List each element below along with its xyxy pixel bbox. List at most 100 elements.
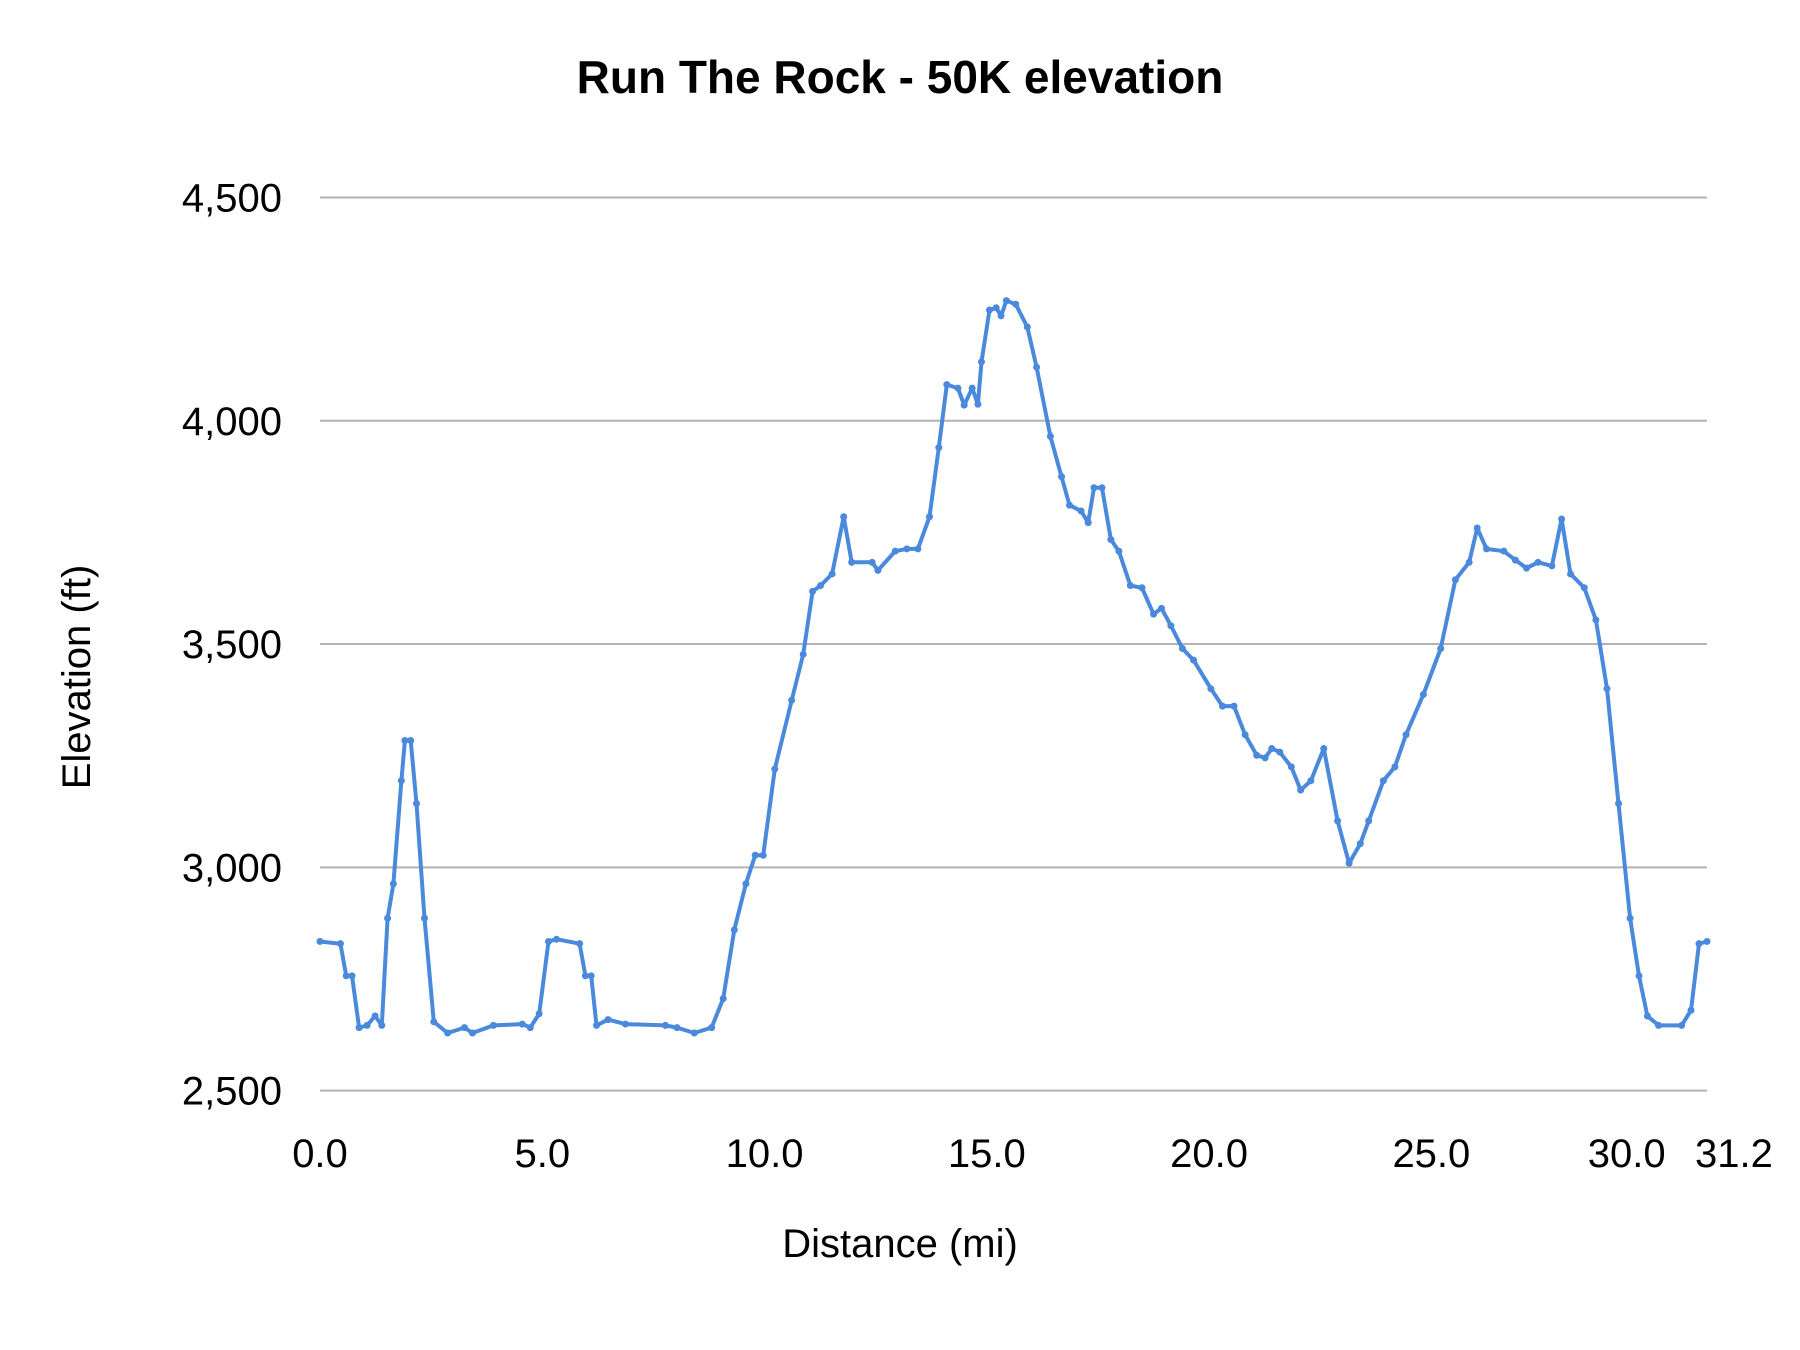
data-point [997,312,1005,320]
data-point [389,880,397,888]
data-point [1138,584,1146,592]
y-tick-label: 4,000 [182,400,282,444]
x-tick-label: 31.2 [1695,1132,1773,1176]
data-point [587,972,595,980]
data-point [1253,751,1261,759]
data-point [1483,545,1491,553]
data-point [1084,519,1092,527]
data-point [1655,1021,1663,1029]
data-point [1046,432,1054,440]
data-point [430,1018,438,1026]
gridlines [320,196,1707,1092]
data-point [828,570,836,578]
data-point [1365,817,1373,825]
data-point [1626,914,1634,922]
data-point [943,381,951,389]
data-point [848,558,856,566]
data-point [1534,558,1542,566]
data-point [817,582,825,590]
x-tick-label: 30.0 [1588,1132,1666,1176]
x-tick-label: 10.0 [726,1132,804,1176]
y-tick-label: 3,000 [182,846,282,890]
data-point [384,914,392,922]
data-point [1023,323,1031,331]
data-point [1703,937,1711,945]
data-point [1419,691,1427,699]
data-point [1402,731,1410,739]
data-point [1643,1012,1651,1020]
data-point [954,384,962,392]
data-point [1687,1006,1695,1014]
data-point [1437,645,1445,653]
data-point [1167,622,1175,630]
data-point [1465,558,1473,566]
data-point [593,1021,601,1029]
data-point [1511,556,1519,564]
data-point [407,737,415,745]
data-point [1012,300,1020,308]
data-point [1523,564,1531,572]
data-point [397,777,405,785]
data-point [544,937,552,945]
y-tick-label: 3,500 [182,623,282,667]
data-point [1307,777,1315,785]
data-point [1107,536,1115,544]
data-point [412,799,420,807]
data-point [1115,547,1123,555]
data-point [576,940,584,948]
data-point [977,358,985,366]
data-point [1695,940,1703,948]
data-point [1356,840,1364,848]
data-point [868,558,876,566]
x-tick-label: 25.0 [1392,1132,1470,1176]
data-point [742,880,750,888]
data-point [673,1024,681,1032]
data-point [935,444,943,452]
x-tick-labels: 0.0 5.0 10.0 15.0 20.0 25.0 30.0 31.2 [292,1132,1773,1176]
x-tick-label: 0.0 [292,1132,348,1176]
x-tick-label: 20.0 [1170,1132,1248,1176]
data-point [874,566,882,574]
data-point [840,513,848,521]
data-point [985,306,993,314]
data-point [420,914,428,922]
data-point [1058,473,1066,481]
data-point [661,1021,669,1029]
data-point [518,1020,526,1028]
data-point [690,1029,698,1037]
data-point [363,1021,371,1029]
data-point [1558,515,1566,523]
data-point [355,1024,363,1032]
data-point [1230,702,1238,710]
data-point [621,1020,629,1028]
data-point [1297,786,1305,794]
data-point [708,1024,716,1032]
data-point [1178,645,1186,653]
data-point [1379,777,1387,785]
elevation-line [319,298,1708,1035]
data-point [581,972,589,980]
chart-title: Run The Rock - 50K elevation [577,51,1224,103]
x-tick-label: 15.0 [948,1132,1026,1176]
data-point [960,401,968,409]
data-point [348,972,356,980]
data-point [925,513,933,521]
data-point [1090,484,1098,492]
data-point [1603,685,1611,693]
data-point [342,972,350,980]
data-point [1615,799,1623,807]
data-point [974,400,982,408]
data-point [526,1024,534,1032]
x-tick-label: 5.0 [514,1132,570,1176]
data-point [1473,524,1481,532]
data-point [535,1010,543,1018]
data-point [1066,501,1074,509]
data-point [1345,859,1353,867]
data-point [489,1021,497,1029]
data-point [1002,297,1010,305]
data-point [1567,570,1575,578]
data-point [336,940,344,948]
data-point [444,1029,452,1037]
data-point [553,935,561,943]
data-point [1033,363,1041,371]
